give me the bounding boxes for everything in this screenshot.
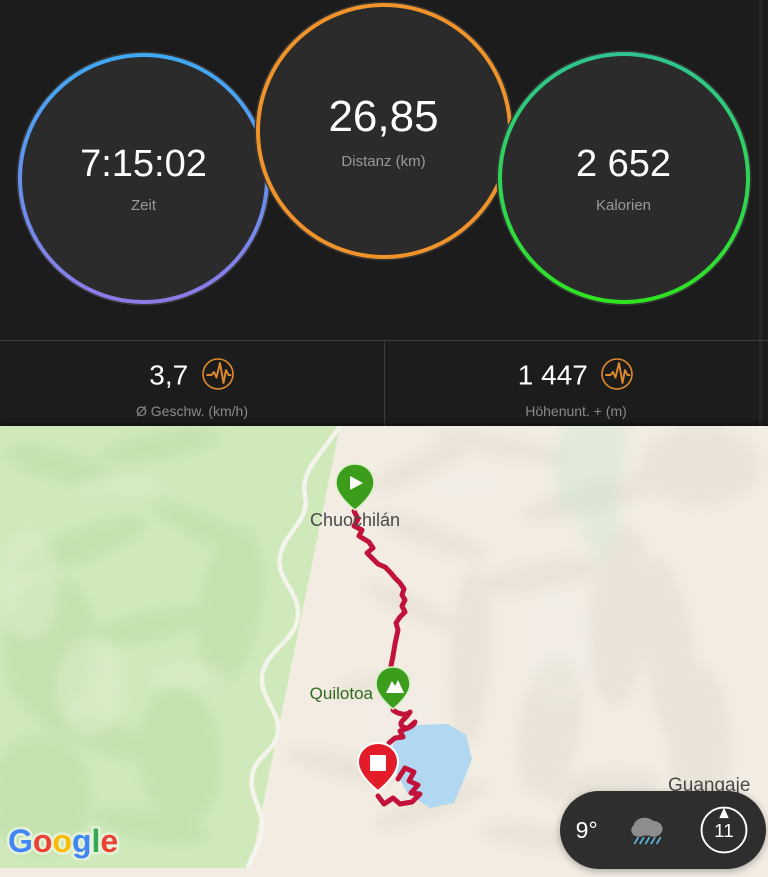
- svg-text:11: 11: [715, 821, 735, 842]
- svg-text:Google: Google: [8, 826, 118, 859]
